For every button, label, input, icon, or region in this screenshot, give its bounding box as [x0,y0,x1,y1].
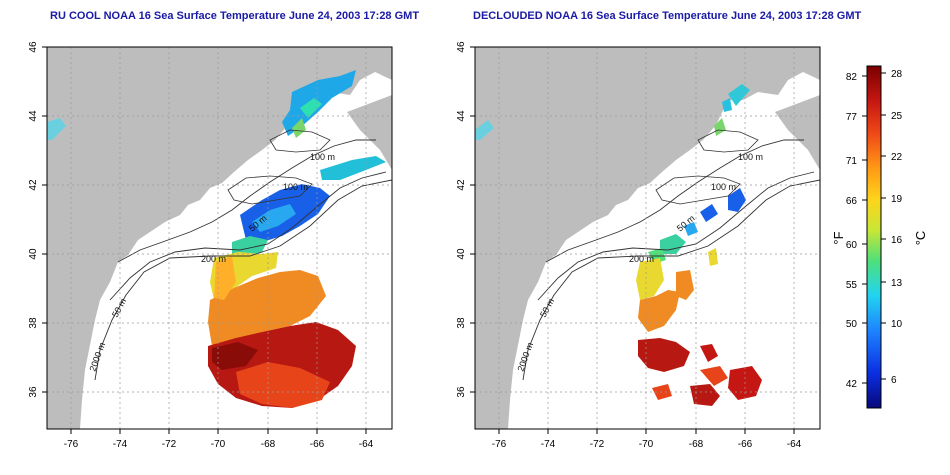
left-lon-tick: -70 [211,439,226,450]
right-lat-tick: 46 [456,41,467,53]
colorbar-f-tick: 60 [846,240,858,251]
left-grid [47,47,392,429]
left-land [47,47,392,429]
colorbar-f-tick: 55 [846,280,858,291]
right-lat-tick: 42 [456,179,467,191]
right-lat-tick: 38 [456,317,467,329]
left-lat-tick: 38 [28,317,39,329]
colorbar-fahrenheit-label: °F [831,231,846,244]
right-land [475,47,820,429]
colorbar-c-tick: 6 [891,375,897,386]
right-contour-label-4: 200 m [629,254,654,264]
right-map: 100 m 100 m 50 m 200 m 50 m 2000 m -76 - [456,41,821,450]
colorbar-scale [866,65,882,409]
colorbar-c-tick: 16 [891,235,903,246]
left-sst-offshore [208,270,326,346]
colorbar-f-tick: 66 [846,196,858,207]
left-map-title: RU COOL NOAA 16 Sea Surface Temperature … [50,10,420,22]
colorbar-c-tick: 10 [891,319,903,330]
left-lat-tick: 46 [28,41,39,53]
colorbar-c-tick: 22 [891,152,903,163]
left-lon-tick: -72 [162,439,177,450]
right-grid [475,47,820,429]
colorbar: 82 77 71 66 60 55 50 42 28 25 22 19 16 1… [831,65,928,409]
left-map-area [47,47,392,429]
colorbar-c-tick: 25 [891,111,903,122]
left-lat-tick: 36 [28,386,39,398]
right-map-area [475,47,820,429]
left-lon-tick: -74 [113,439,128,450]
right-contour-label-2: 100 m [711,182,736,192]
left-contour-label-2: 100 m [283,182,308,192]
right-lon-tick: -70 [639,439,654,450]
right-map-frame [474,46,821,430]
right-contour-label-1: 100 m [738,152,763,162]
colorbar-f-tick: 50 [846,319,858,330]
left-lon-tick: -68 [261,439,276,450]
colorbar-f-tick: 82 [846,72,858,83]
left-lon-tick: -66 [310,439,325,450]
left-lon-tick: -76 [64,439,79,450]
right-lon-tick: -68 [689,439,704,450]
right-lon-tick: -72 [590,439,605,450]
left-lat-tick: 44 [28,110,39,122]
left-lat-tick: 42 [28,179,39,191]
left-contour-label-4: 200 m [201,254,226,264]
colorbar-c-tick: 28 [891,69,903,80]
left-map: 100 m 100 m 50 m 200 m 50 m 2000 m - [28,41,393,450]
colorbar-f-tick: 71 [846,156,858,167]
left-map-frame [46,46,393,430]
right-lon-tick: -76 [492,439,507,450]
right-lat-tick: 44 [456,110,467,122]
right-lon-tick: -64 [787,439,802,450]
right-map-title: DECLOUDED NOAA 16 Sea Surface Temperatur… [473,10,862,22]
left-lon-tick: -64 [359,439,374,450]
left-lat-tick: 40 [28,248,39,260]
colorbar-f-tick: 42 [846,379,858,390]
colorbar-c-tick: 13 [891,278,903,289]
right-lon-tick: -66 [738,439,753,450]
colorbar-c-tick: 19 [891,194,903,205]
colorbar-f-tick: 77 [846,112,858,123]
right-lat-tick: 36 [456,386,467,398]
right-lat-tick: 40 [456,248,467,260]
colorbar-celsius-label: °C [913,231,928,246]
right-lon-tick: -74 [541,439,556,450]
left-contour-label-1: 100 m [310,152,335,162]
